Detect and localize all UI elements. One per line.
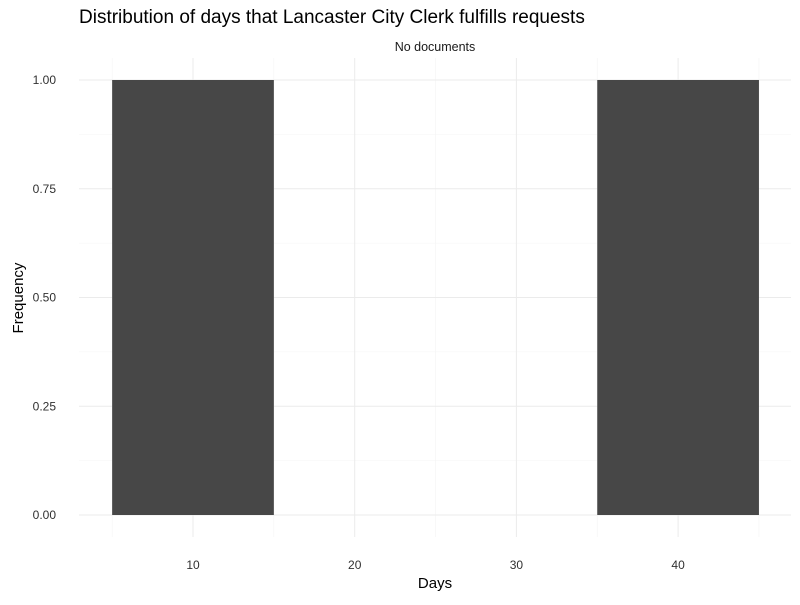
- ticks: 10 20 30 40 0.00 0.25 0.50 0.75 1.00: [33, 73, 685, 572]
- chart-title: Distribution of days that Lancaster City…: [79, 7, 585, 28]
- y-tick-label: 0.00: [33, 508, 57, 522]
- y-tick-label: 1.00: [33, 73, 57, 87]
- x-axis-title: Days: [418, 575, 452, 592]
- histogram-bar: [597, 80, 759, 515]
- y-tick-label: 0.25: [33, 399, 57, 413]
- y-axis-title: Frequency: [10, 262, 27, 333]
- x-tick-label: 20: [348, 558, 362, 572]
- facet-label: No documents: [395, 40, 476, 54]
- x-tick-label: 30: [510, 558, 524, 572]
- y-tick-label: 0.75: [33, 182, 57, 196]
- x-tick-label: 40: [671, 558, 685, 572]
- y-tick-label: 0.50: [33, 291, 57, 305]
- bars: [112, 80, 759, 515]
- x-tick-label: 10: [186, 558, 200, 572]
- histogram-bar: [112, 80, 274, 515]
